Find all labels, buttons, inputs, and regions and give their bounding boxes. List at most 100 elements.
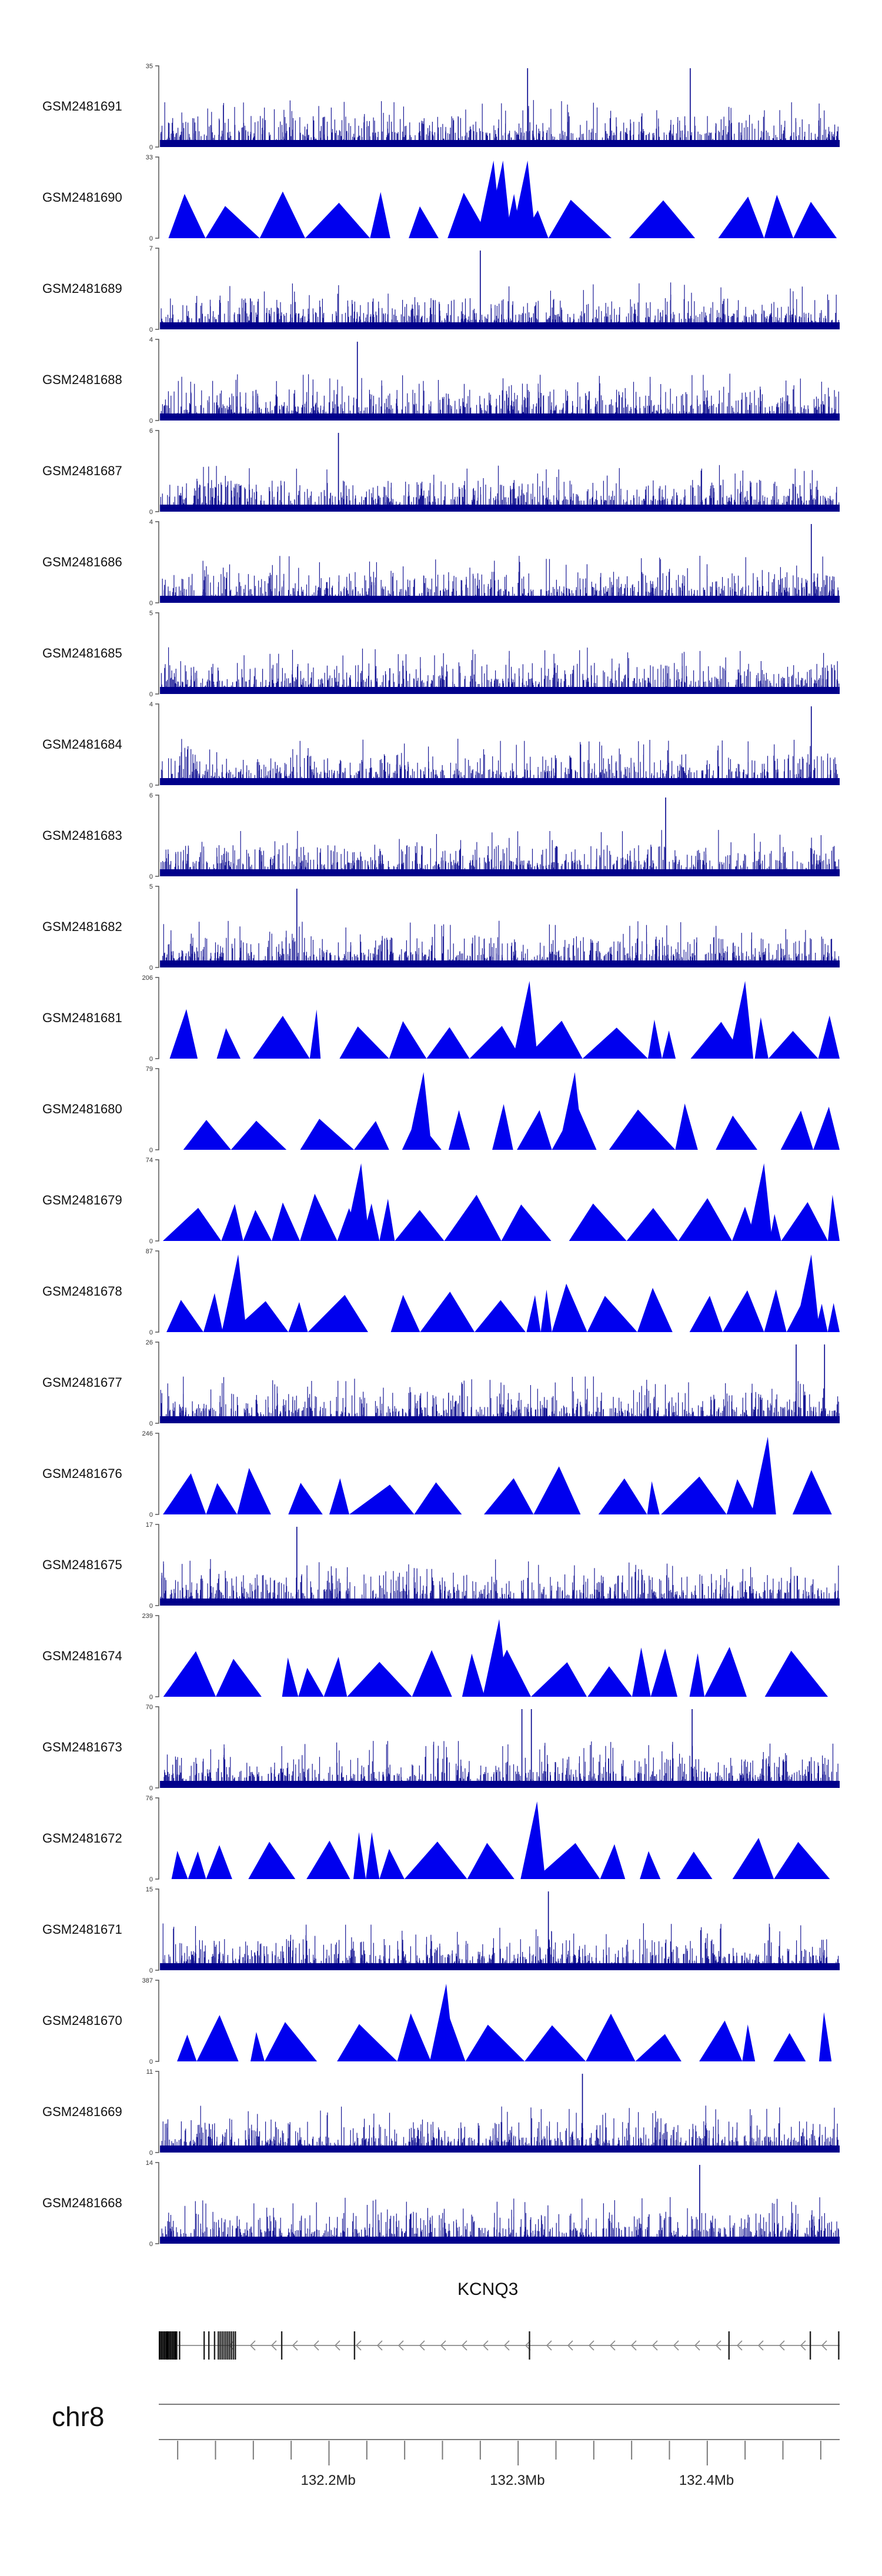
y-axis (155, 65, 159, 148)
signal-peak (511, 161, 536, 238)
signal-bars (161, 2197, 839, 2244)
track-GSM2481670: 387 0 (142, 1977, 832, 2066)
signal-bars (162, 556, 839, 603)
track-label: GSM2481672 (42, 1831, 122, 1846)
track-label: GSM2481681 (42, 1010, 122, 1025)
track-label: GSM2481671 (42, 1922, 122, 1937)
signal-baseline (160, 2145, 840, 2153)
y-max-label: 206 (142, 975, 153, 982)
y-axis (155, 339, 159, 421)
y-min-label: 0 (149, 418, 153, 425)
track-label: GSM2481680 (42, 1102, 122, 1116)
track-GSM2481682: 50 (149, 883, 840, 972)
track-GSM2481676: 246 0 (142, 1430, 832, 1519)
y-min-label: 0 (149, 1694, 153, 1701)
y-min-label: 0 (149, 326, 153, 333)
signal-tracks: 3503307040604050406050206079074087026024… (142, 63, 840, 2248)
y-min-label: 0 (149, 2058, 153, 2066)
y-axis (155, 1068, 159, 1150)
track-GSM2481683: 60 (149, 792, 840, 880)
y-axis (155, 1342, 159, 1424)
y-max-label: 76 (146, 1795, 153, 1802)
x-tick-label: 132.2Mb (300, 2472, 356, 2488)
track-GSM2481686: 40 (149, 519, 840, 607)
y-axis (155, 1433, 159, 1515)
signal-area (166, 1283, 840, 1332)
signal-peak (729, 981, 754, 1059)
y-max-label: 5 (149, 610, 153, 617)
signal-bars (161, 282, 839, 329)
y-axis (155, 703, 159, 786)
y-axis (155, 886, 159, 968)
signal-bars (162, 1923, 839, 1970)
y-max-label: 17 (146, 1521, 153, 1529)
track-GSM2481690: 33 0 (146, 154, 837, 242)
y-max-label: 7 (149, 245, 153, 252)
y-min-label: 0 (149, 873, 153, 880)
y-max-label: 87 (146, 1248, 153, 1255)
y-min-label: 0 (149, 1876, 153, 1883)
y-min-label: 0 (149, 235, 153, 242)
genome-axis (159, 2404, 840, 2465)
signal-peak (520, 1801, 546, 1879)
signal-peak (222, 1254, 247, 1332)
y-max-label: 6 (149, 792, 153, 799)
y-axis (155, 521, 159, 603)
signal-bars (161, 373, 839, 421)
track-GSM2481691: 35 0 (146, 63, 840, 151)
signal-bars (160, 1376, 840, 1423)
y-min-label: 0 (149, 782, 153, 789)
y-max-label: 70 (146, 1704, 153, 1711)
y-axis (155, 1524, 159, 1606)
signal-baseline (160, 322, 840, 329)
track-GSM2481685: 50 (149, 610, 840, 698)
track-GSM2481669: 11 0 (146, 2068, 840, 2157)
signal-area (162, 1193, 840, 1241)
track-label: GSM2481669 (42, 2104, 122, 2119)
y-axis (155, 1980, 159, 2062)
x-tick-label: 132.4Mb (679, 2472, 734, 2488)
signal-peak (558, 1072, 583, 1150)
y-min-label: 0 (149, 1329, 153, 1336)
y-axis (155, 977, 159, 1059)
signal-bars (160, 100, 839, 147)
y-min-label: 0 (149, 2150, 153, 2157)
y-axis (155, 156, 159, 239)
y-min-label: 0 (149, 2241, 153, 2248)
signal-peak (345, 1163, 370, 1241)
y-min-label: 0 (149, 1147, 153, 1154)
y-axis (155, 795, 159, 877)
y-axis (155, 430, 159, 512)
track-label: GSM2481677 (42, 1375, 122, 1390)
y-min-label: 0 (149, 509, 153, 516)
signal-area (177, 2012, 832, 2061)
track-GSM2481668: 14 0 (146, 2160, 840, 2248)
track-label: GSM2481668 (42, 2195, 122, 2210)
signal-bars (163, 1741, 838, 1788)
track-label: GSM2481682 (42, 919, 122, 934)
signal-peak (513, 981, 538, 1059)
track-label: GSM2481683 (42, 828, 122, 843)
signal-baseline (160, 960, 840, 967)
track-label: GSM2481684 (42, 737, 122, 752)
signal-area (168, 191, 837, 238)
track-label: GSM2481674 (42, 1649, 122, 1663)
track-GSM2481679: 74 0 (146, 1157, 840, 1245)
y-min-label: 0 (149, 1967, 153, 1974)
track-label: GSM2481687 (42, 463, 122, 478)
track-GSM2481687: 60 (149, 428, 840, 516)
signal-peak (747, 1163, 773, 1241)
y-min-label: 0 (149, 144, 153, 151)
signal-bars (161, 647, 840, 694)
y-min-label: 0 (149, 691, 153, 698)
y-min-label: 0 (149, 965, 153, 972)
track-GSM2481675: 17 0 (146, 1521, 840, 1610)
y-axis (155, 1159, 159, 1242)
y-max-label: 239 (142, 1613, 153, 1620)
track-label: GSM2481688 (42, 372, 122, 387)
x-tick-label: 132.3Mb (490, 2472, 545, 2488)
y-axis (155, 1888, 159, 1971)
gene-name: KCNQ3 (457, 2280, 519, 2299)
track-label: GSM2481670 (42, 2013, 122, 2028)
